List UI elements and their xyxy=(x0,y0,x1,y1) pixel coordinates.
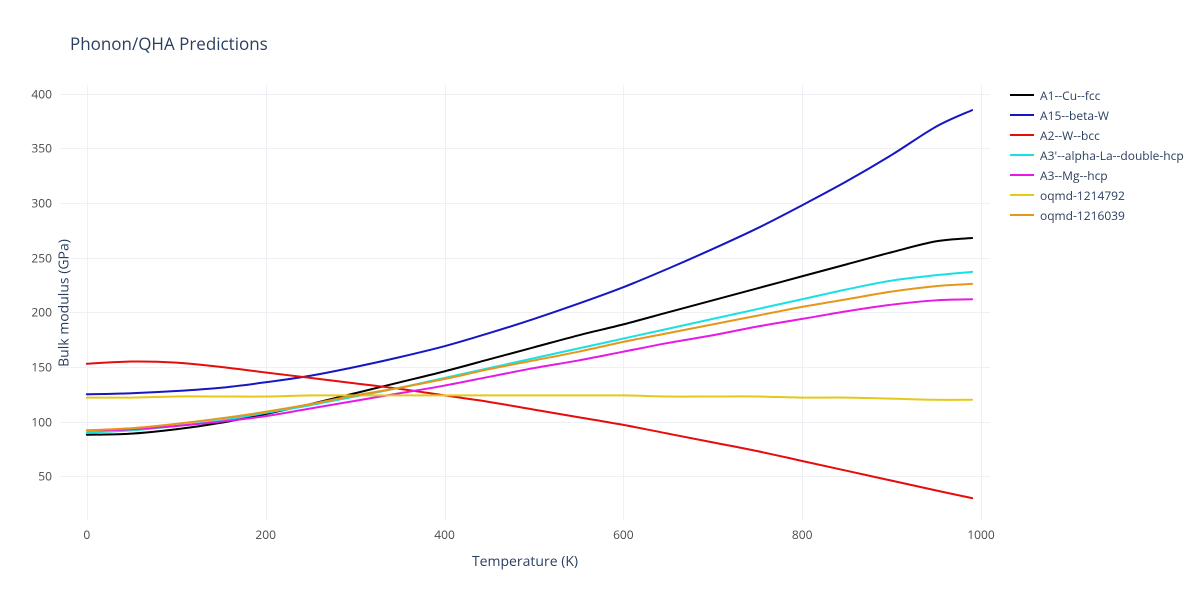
x-axis-label: Temperature (K) xyxy=(472,552,578,571)
x-tick-label: 0 xyxy=(62,526,112,543)
legend-swatch xyxy=(1010,134,1034,136)
legend-swatch xyxy=(1010,94,1034,96)
legend-item[interactable]: oqmd-1216039 xyxy=(1010,205,1184,225)
y-tick-label: 250 xyxy=(12,249,52,266)
legend-label: A15--beta-W xyxy=(1040,107,1109,124)
x-tick-label: 400 xyxy=(420,526,470,543)
y-tick-label: 350 xyxy=(12,140,52,157)
legend-label: A1--Cu--fcc xyxy=(1040,87,1100,104)
y-tick-label: 400 xyxy=(12,85,52,102)
plot-area[interactable]: 02004006008001000 5010015020025030035040… xyxy=(60,85,990,520)
series-lines xyxy=(60,85,990,520)
x-tick-label: 600 xyxy=(598,526,648,543)
legend-item[interactable]: A3--Mg--hcp xyxy=(1010,165,1184,185)
legend-swatch xyxy=(1010,114,1034,116)
y-tick-label: 150 xyxy=(12,358,52,375)
legend-item[interactable]: A2--W--bcc xyxy=(1010,125,1184,145)
legend-label: A3'--alpha-La--double-hcp xyxy=(1040,147,1184,164)
series-line[interactable] xyxy=(87,110,972,394)
y-tick-label: 300 xyxy=(12,195,52,212)
legend-label: A3--Mg--hcp xyxy=(1040,167,1108,184)
chart-container: Phonon/QHA Predictions 02004006008001000… xyxy=(0,0,1200,600)
series-line[interactable] xyxy=(87,238,972,435)
y-tick-label: 100 xyxy=(12,413,52,430)
x-tick-label: 800 xyxy=(777,526,827,543)
legend-item[interactable]: oqmd-1214792 xyxy=(1010,185,1184,205)
y-axis-label: Bulk modulus (GPa) xyxy=(54,239,73,367)
legend-swatch xyxy=(1010,214,1034,216)
chart-title: Phonon/QHA Predictions xyxy=(70,32,268,55)
series-line[interactable] xyxy=(87,361,972,498)
y-tick-label: 200 xyxy=(12,304,52,321)
legend-item[interactable]: A1--Cu--fcc xyxy=(1010,85,1184,105)
legend-swatch xyxy=(1010,154,1034,156)
series-line[interactable] xyxy=(87,299,972,430)
series-line[interactable] xyxy=(87,395,972,400)
x-tick-label: 1000 xyxy=(956,526,1006,543)
y-tick-label: 50 xyxy=(12,468,52,485)
legend-swatch xyxy=(1010,194,1034,196)
legend-label: oqmd-1214792 xyxy=(1040,187,1125,204)
legend-label: A2--W--bcc xyxy=(1040,127,1100,144)
legend-label: oqmd-1216039 xyxy=(1040,207,1125,224)
legend-swatch xyxy=(1010,174,1034,176)
legend-item[interactable]: A3'--alpha-La--double-hcp xyxy=(1010,145,1184,165)
legend-item[interactable]: A15--beta-W xyxy=(1010,105,1184,125)
legend[interactable]: A1--Cu--fcc A15--beta-W A2--W--bcc A3'--alp… xyxy=(1010,85,1184,225)
x-tick-label: 200 xyxy=(241,526,291,543)
